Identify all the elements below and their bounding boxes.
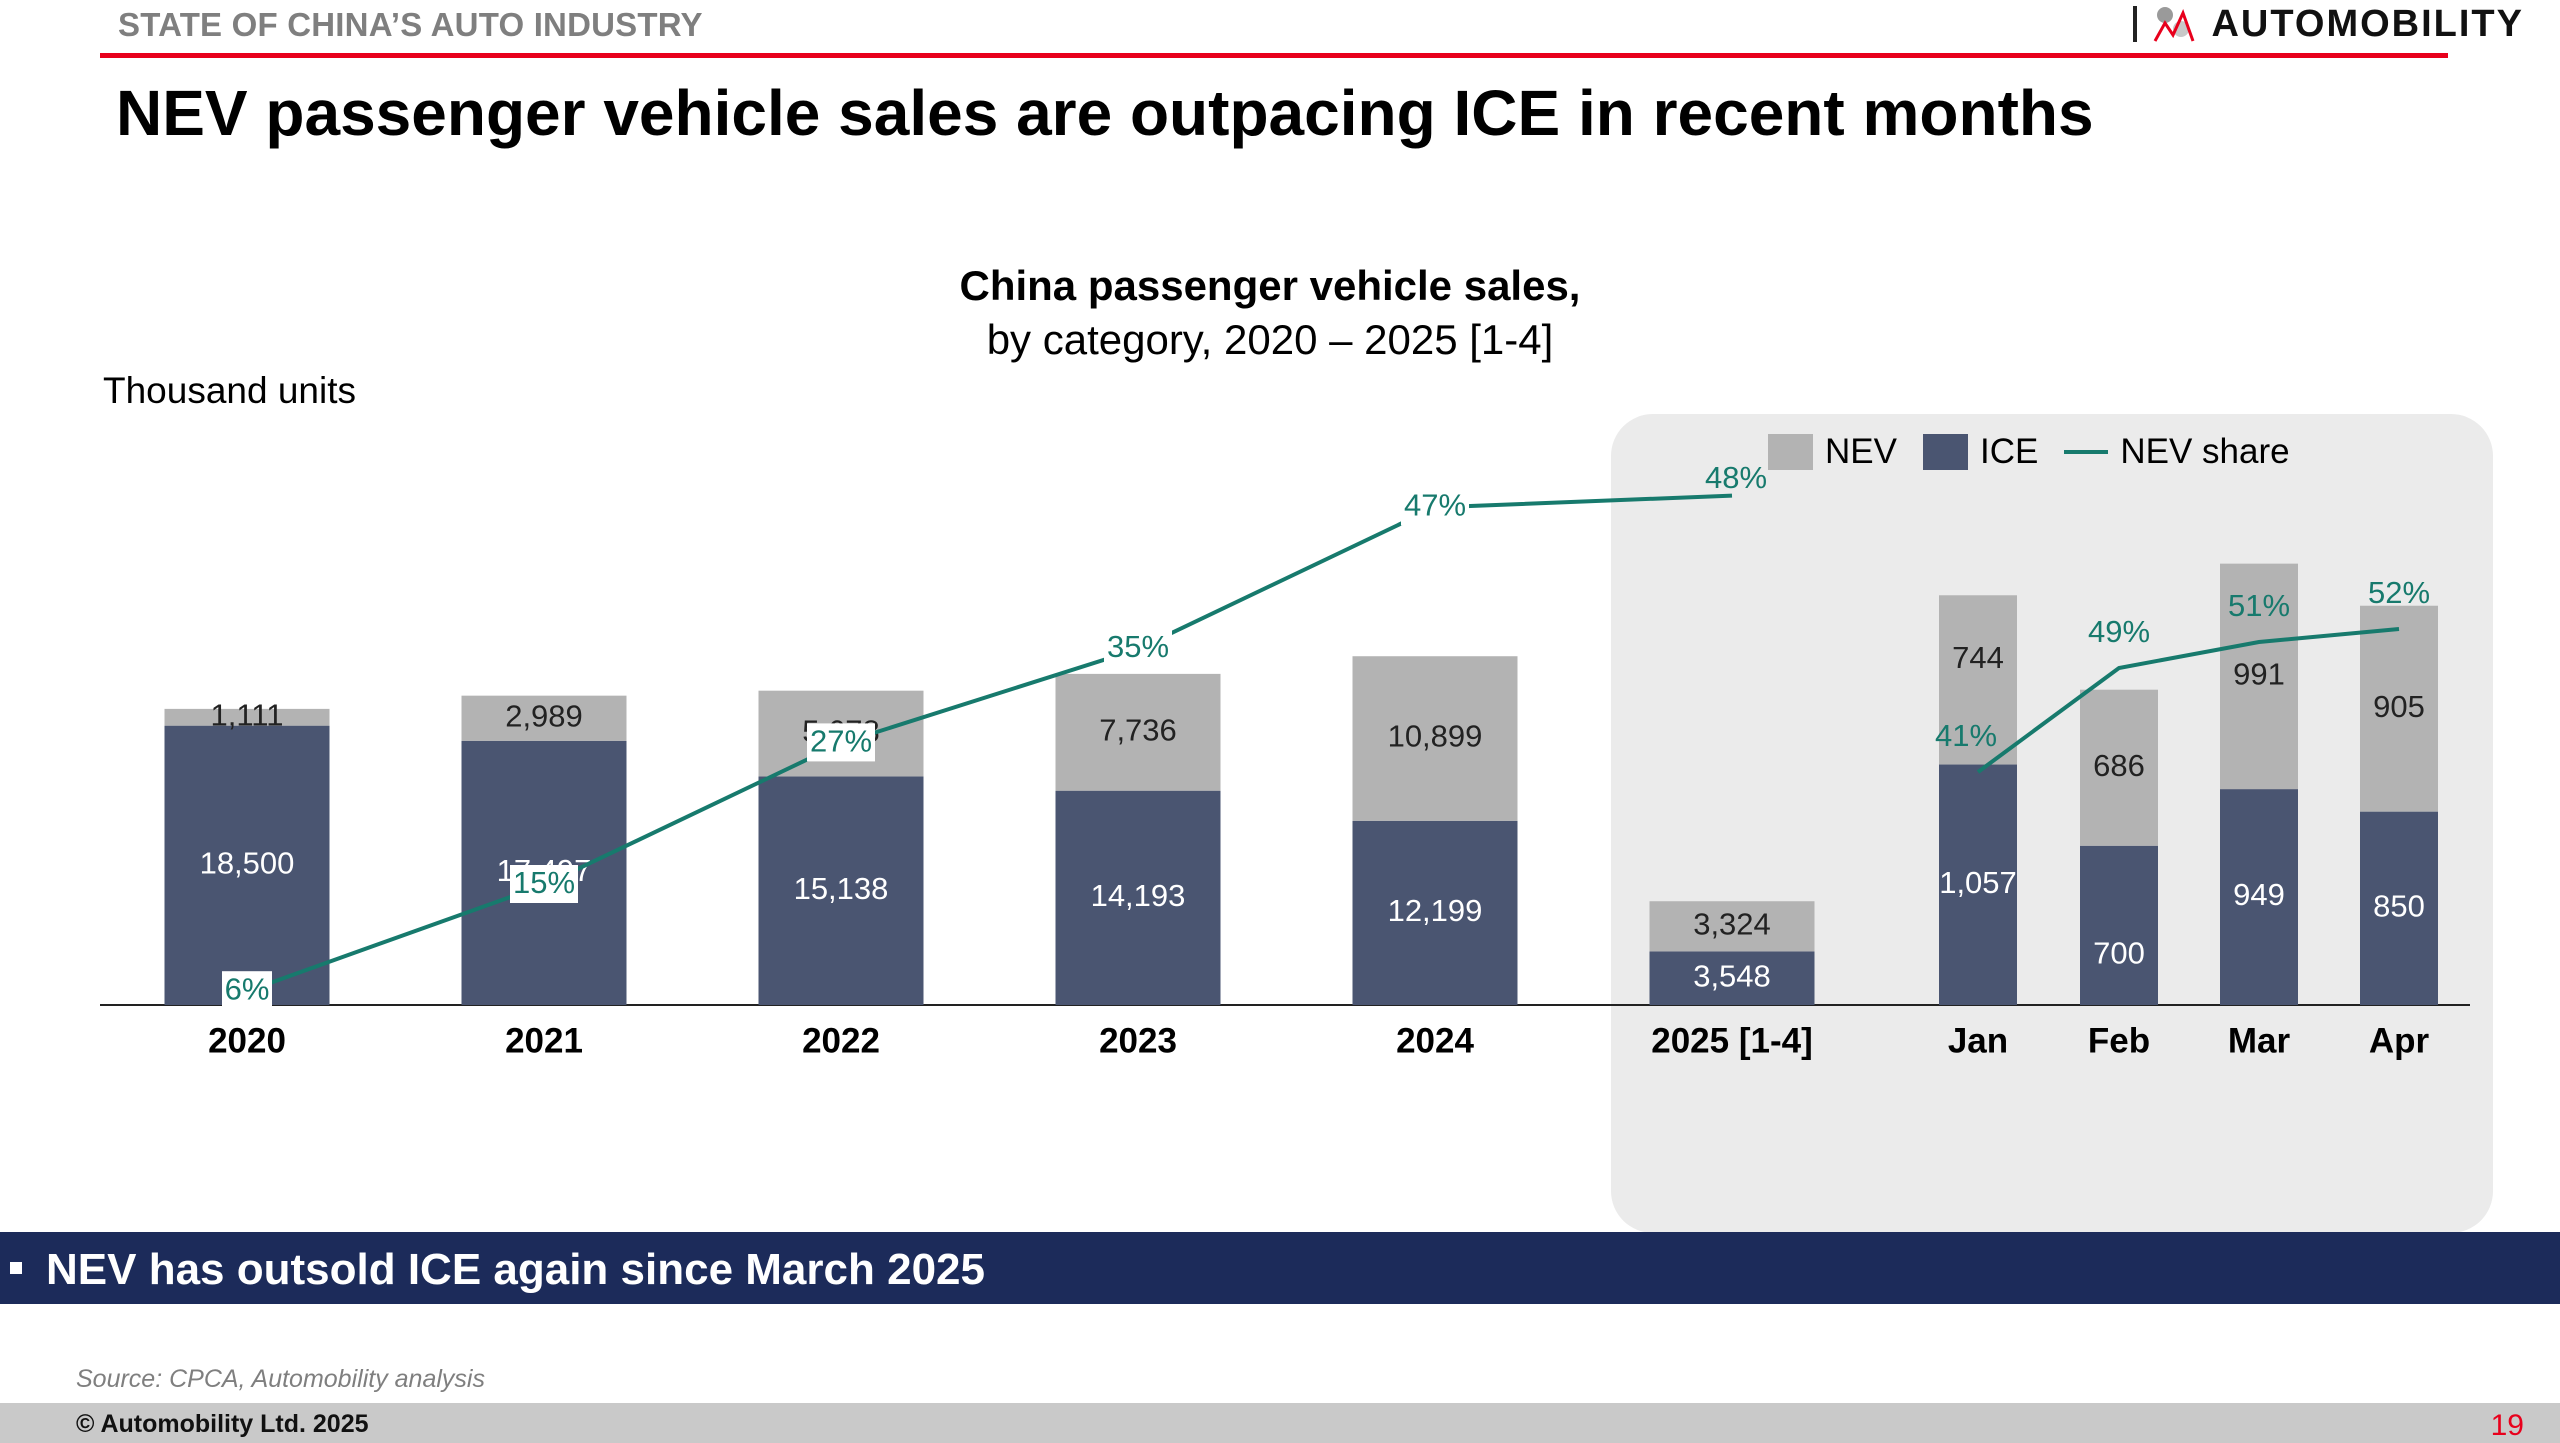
bar-month-nev-3 xyxy=(2360,605,2438,812)
brand-name: AUTOMOBILITY xyxy=(2211,2,2524,45)
share-label-0: 6% xyxy=(225,971,270,1006)
x-tick-month-0: Jan xyxy=(1948,1021,2008,1060)
bar-nev-0 xyxy=(164,708,330,726)
label-ice-0: 18,500 xyxy=(200,846,295,881)
chart-title: China passenger vehicle sales, xyxy=(959,262,1581,309)
share-label-bg-0 xyxy=(222,971,272,1010)
share-label-3: 35% xyxy=(1107,629,1169,664)
label-month-nev-0: 744 xyxy=(1952,640,2004,675)
bar-ice-5 xyxy=(1649,951,1815,1005)
bar-nev-4 xyxy=(1352,656,1518,821)
bar-month-nev-0 xyxy=(1939,595,2017,765)
bar-nev-1 xyxy=(461,695,627,741)
x-tick-month-2: Mar xyxy=(2228,1021,2291,1060)
legend-swatch-nev xyxy=(1768,434,1813,470)
section-tag: STATE OF CHINA’S AUTO INDUSTRY xyxy=(118,6,703,43)
label-nev-4: 10,899 xyxy=(1388,719,1483,754)
bar-month-ice-3 xyxy=(2360,811,2438,1005)
share-label-2: 27% xyxy=(810,724,872,759)
label-ice-5: 3,548 xyxy=(1693,958,1771,993)
share-label-month-3: 52% xyxy=(2368,575,2430,610)
label-nev-1: 2,989 xyxy=(505,698,583,733)
ytd-highlight-panel xyxy=(1611,414,2493,1233)
slide-title: NEV passenger vehicle sales are outpacin… xyxy=(116,77,2094,149)
bar-month-nev-1 xyxy=(2080,689,2158,846)
bar-ice-2 xyxy=(758,776,924,1005)
key-takeaway-banner xyxy=(0,1232,2560,1304)
x-tick-4: 2024 xyxy=(1396,1021,1474,1060)
label-nev-3: 7,736 xyxy=(1099,712,1177,747)
legend-item-ice: ICE xyxy=(1922,432,2039,472)
bar-month-ice-2 xyxy=(2220,789,2298,1005)
label-month-ice-2: 949 xyxy=(2233,877,2285,912)
source-note: Source: CPCA, Automobility analysis xyxy=(76,1365,485,1393)
copyright: © Automobility Ltd. 2025 xyxy=(76,1410,369,1438)
label-month-nev-1: 686 xyxy=(2093,748,2145,783)
share-label-5: 48% xyxy=(1705,460,1767,495)
banner-bullet-icon xyxy=(10,1262,22,1274)
share-label-month-1: 49% xyxy=(2088,614,2150,649)
label-month-ice-3: 850 xyxy=(2373,889,2425,924)
x-tick-5: 2025 [1-4] xyxy=(1651,1021,1812,1060)
header-rule xyxy=(100,53,2448,58)
share-label-month-0: 41% xyxy=(1935,718,1997,753)
unit-label: Thousand units xyxy=(103,370,357,411)
banner-text: NEV has outsold ICE again since March 20… xyxy=(46,1245,985,1294)
page-number: 19 xyxy=(2490,1409,2524,1442)
legend-item-share: NEV share xyxy=(2064,432,2290,472)
share-line-annual xyxy=(246,493,1733,994)
brand-logo: AUTOMOBILITY xyxy=(2133,2,2524,46)
share-line-monthly xyxy=(1976,627,2400,774)
brand-divider xyxy=(2133,6,2138,42)
chart-legend: NEV ICE NEV share xyxy=(1768,432,2316,472)
chart-subtitle: by category, 2020 – 2025 [1-4] xyxy=(986,316,1554,363)
legend-label-share: NEV share xyxy=(2120,432,2290,471)
bar-ice-3 xyxy=(1055,790,1221,1005)
share-label-bg-1 xyxy=(510,865,578,903)
x-tick-0: 2020 xyxy=(208,1021,286,1060)
label-nev-5: 3,324 xyxy=(1693,907,1771,942)
bar-nev-5 xyxy=(1649,901,1815,952)
bar-month-nev-2 xyxy=(2220,563,2298,790)
share-label-bg-4 xyxy=(1401,487,1469,526)
share-label-1: 15% xyxy=(513,865,575,900)
share-label-bg-3 xyxy=(1104,629,1172,667)
bar-ice-0 xyxy=(164,725,330,1005)
bar-month-ice-1 xyxy=(2080,845,2158,1005)
footer-bar xyxy=(0,1403,2560,1443)
share-label-4: 47% xyxy=(1404,488,1466,523)
x-tick-month-3: Apr xyxy=(2369,1021,2430,1060)
bar-nev-3 xyxy=(1055,673,1221,791)
label-month-nev-2: 991 xyxy=(2233,657,2285,692)
label-ice-2: 15,138 xyxy=(794,871,889,906)
label-ice-4: 12,199 xyxy=(1388,893,1483,928)
bar-month-ice-0 xyxy=(1939,764,2017,1005)
x-tick-2: 2022 xyxy=(802,1021,880,1060)
legend-item-nev: NEV xyxy=(1768,432,1897,472)
x-tick-3: 2023 xyxy=(1099,1021,1177,1060)
legend-swatch-share xyxy=(2064,450,2109,454)
legend-swatch-ice xyxy=(1922,434,1968,470)
label-month-nev-3: 905 xyxy=(2373,689,2425,724)
label-month-ice-1: 700 xyxy=(2093,936,2145,971)
share-label-month-2: 51% xyxy=(2228,588,2290,623)
legend-label-ice: ICE xyxy=(1979,432,2039,471)
label-month-ice-0: 1,057 xyxy=(1939,865,2017,900)
automobility-logo-icon xyxy=(2154,7,2195,42)
x-tick-1: 2021 xyxy=(505,1021,583,1060)
x-tick-month-1: Feb xyxy=(2088,1021,2150,1060)
share-label-bg-2 xyxy=(807,723,875,762)
label-nev-0: 1,111 xyxy=(211,697,284,732)
legend-label-nev: NEV xyxy=(1825,432,1897,471)
bar-ice-4 xyxy=(1352,820,1518,1005)
label-ice-3: 14,193 xyxy=(1091,878,1186,913)
